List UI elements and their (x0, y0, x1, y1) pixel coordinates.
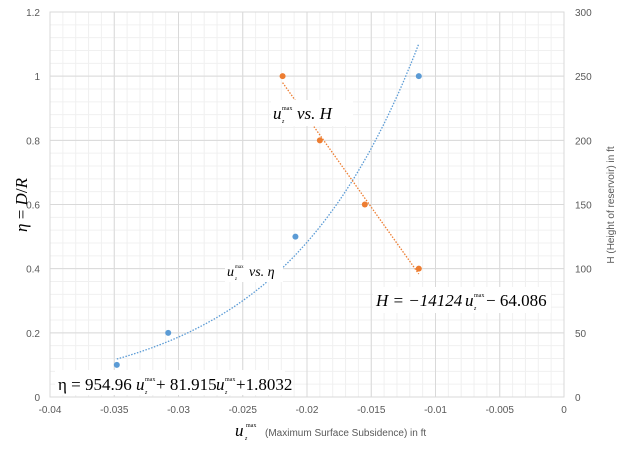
x-tick-label: -0.015 (357, 405, 386, 416)
data-point-eta (113, 361, 120, 368)
x-tick-label: -0.005 (486, 405, 515, 416)
y2-tick-label: 200 (575, 136, 592, 147)
y2-axis-title: H (Height of reservoir) in ft (606, 146, 617, 263)
svg-text:max: max (282, 106, 292, 112)
svg-text:z: z (144, 390, 148, 396)
y-tick-label: 0 (34, 393, 40, 404)
annotation-u-vs-h: u z max vs. H (271, 100, 353, 126)
y-tick-label: 0.2 (26, 329, 40, 340)
annotation-u-vs-eta: u z max vs. η (225, 260, 283, 282)
equation-h-linear-fit: H = −14124 u z max − 64.086 (373, 287, 551, 313)
svg-text:H = −14124: H = −14124 (375, 291, 463, 310)
y-tick-label: 0.6 (26, 201, 40, 212)
x-tick-label: 0 (561, 405, 567, 416)
y2-tick-label: 100 (575, 265, 592, 276)
y-tick-label: 1.2 (26, 8, 40, 19)
svg-text:u: u (216, 375, 225, 394)
x-axis-tick-labels: -0.04 -0.035 -0.03 -0.025 -0.02 -0.015 -0.01 -0… (39, 405, 568, 416)
equation-eta-poly-fit: η = 954.96 u z max + 81.915 u z max +1.8… (55, 370, 292, 396)
data-point-h (279, 73, 286, 80)
x-tick-label: -0.02 (296, 405, 319, 416)
y2-axis-tick-labels: 0 50 100 150 200 250 300 (575, 8, 592, 404)
x-tick-label: -0.04 (39, 405, 62, 416)
x-axis-title-sup: max (246, 423, 256, 429)
x-tick-label: -0.025 (229, 405, 258, 416)
svg-text:z: z (224, 390, 228, 396)
svg-text:z: z (473, 306, 477, 312)
x-tick-label: -0.01 (424, 405, 447, 416)
svg-text:vs. η: vs. η (249, 265, 275, 280)
svg-text:+1.8032: +1.8032 (236, 375, 292, 394)
svg-text:vs. H: vs. H (297, 104, 334, 123)
y-axis-title-slash: / (12, 188, 31, 193)
svg-text:u: u (227, 265, 234, 280)
y2-tick-label: 300 (575, 8, 592, 19)
y2-tick-label: 150 (575, 201, 592, 212)
data-point-h (316, 137, 323, 144)
svg-text:− 64.086: − 64.086 (486, 291, 547, 310)
y-axis-title-eq: = (12, 205, 31, 223)
y2-tick-label: 250 (575, 72, 592, 83)
x-axis-title-sub: z (244, 436, 248, 442)
y-tick-label: 0.4 (26, 265, 40, 276)
svg-text:z: z (281, 119, 285, 125)
svg-text:max: max (474, 293, 484, 299)
x-tick-label: -0.03 (167, 405, 190, 416)
plot-area (49, 11, 565, 398)
svg-text:max: max (235, 265, 244, 270)
y-axis-title-eta: η (12, 224, 31, 232)
data-points (113, 73, 422, 368)
y-axis-title: η = D/R (12, 177, 31, 232)
svg-text:+ 81.915: + 81.915 (156, 375, 217, 394)
data-point-eta (415, 73, 422, 80)
y2-tick-label: 0 (575, 393, 581, 404)
y-tick-label: 0.8 (26, 136, 40, 147)
y2-tick-label: 50 (575, 329, 587, 340)
y-axis-title-d: D (12, 192, 31, 206)
svg-text:u: u (273, 104, 282, 123)
svg-text:u: u (465, 291, 474, 310)
data-point-eta (165, 329, 172, 336)
y-axis-tick-labels: 0 0.2 0.4 0.6 0.8 1 1.2 (26, 8, 40, 404)
data-point-h (415, 265, 422, 272)
data-point-h (361, 201, 368, 208)
svg-text:max: max (225, 377, 235, 383)
y-tick-label: 1 (34, 72, 40, 83)
svg-text:u: u (136, 375, 145, 394)
svg-text:max: max (145, 377, 155, 383)
svg-text:z: z (234, 277, 237, 282)
data-point-eta (292, 233, 299, 240)
x-axis-title-text: (Maximum Surface Subsidence) in ft (265, 428, 426, 439)
x-tick-label: -0.035 (100, 405, 129, 416)
y-axis-title-r: R (12, 177, 31, 189)
x-axis-title: u z max (Maximum Surface Subsidence) in … (235, 421, 426, 442)
svg-text:η = 954.96: η = 954.96 (58, 375, 132, 394)
x-axis-title-u: u (235, 421, 244, 440)
